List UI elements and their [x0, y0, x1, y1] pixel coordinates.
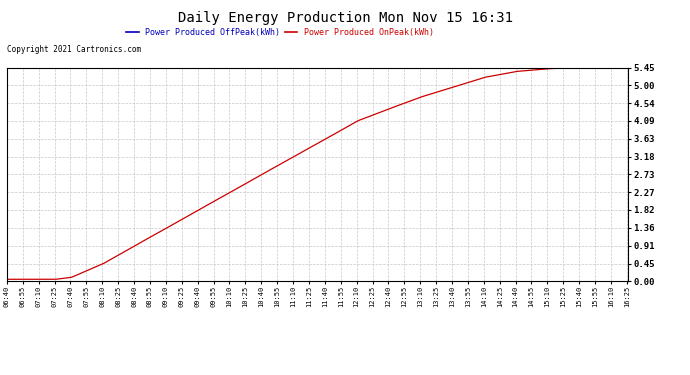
Text: Copyright 2021 Cartronics.com: Copyright 2021 Cartronics.com — [7, 45, 141, 54]
Legend: Power Produced OffPeak(kWh), Power Produced OnPeak(kWh): Power Produced OffPeak(kWh), Power Produ… — [123, 25, 437, 40]
Text: Daily Energy Production Mon Nov 15 16:31: Daily Energy Production Mon Nov 15 16:31 — [177, 11, 513, 25]
